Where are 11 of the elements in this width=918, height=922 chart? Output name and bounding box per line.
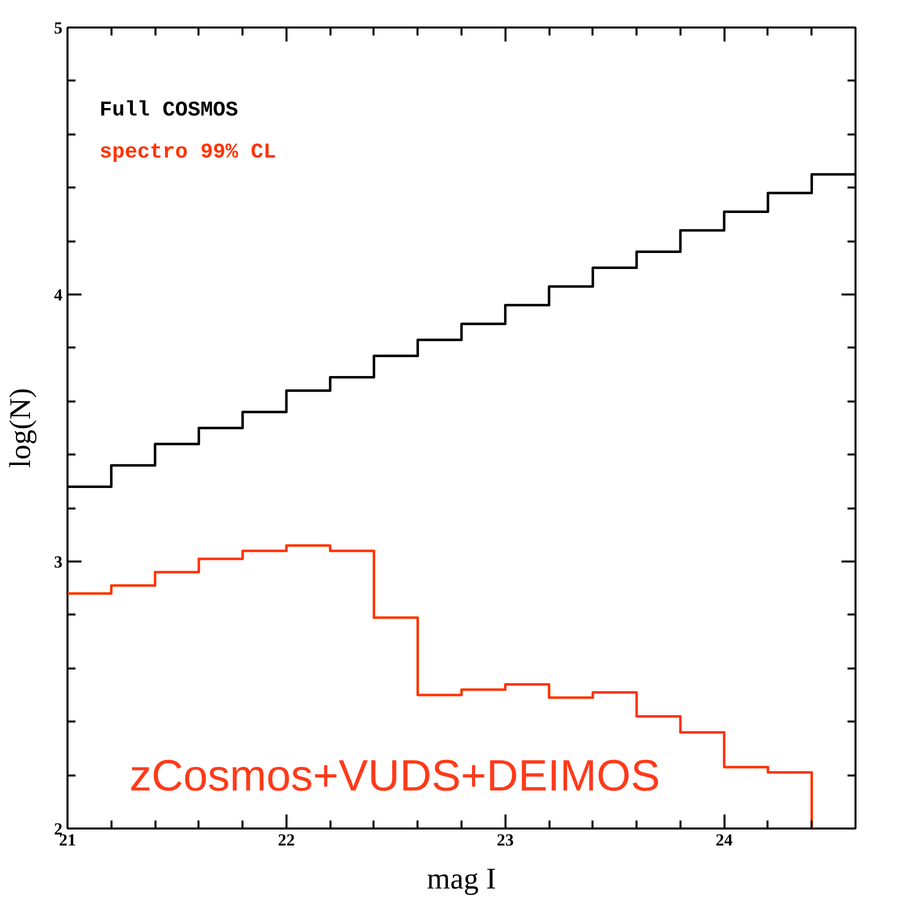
x-axis-title: mag I — [426, 862, 496, 896]
text: spectro 99% CL — [100, 142, 276, 164]
y-axis-title: log(N) — [4, 388, 37, 468]
x-tick-label: 23 — [496, 830, 514, 850]
x-tick-label: 24 — [716, 830, 734, 850]
y-tick-label: 5 — [54, 18, 62, 38]
y-tick-label: 4 — [54, 286, 63, 304]
x-tick-label: 22 — [278, 830, 295, 850]
text: Full COSMOS — [100, 100, 238, 122]
annotation: zCosmos+VUDS+DEIMOS — [130, 752, 660, 800]
y-tick-label: 3 — [54, 552, 62, 572]
